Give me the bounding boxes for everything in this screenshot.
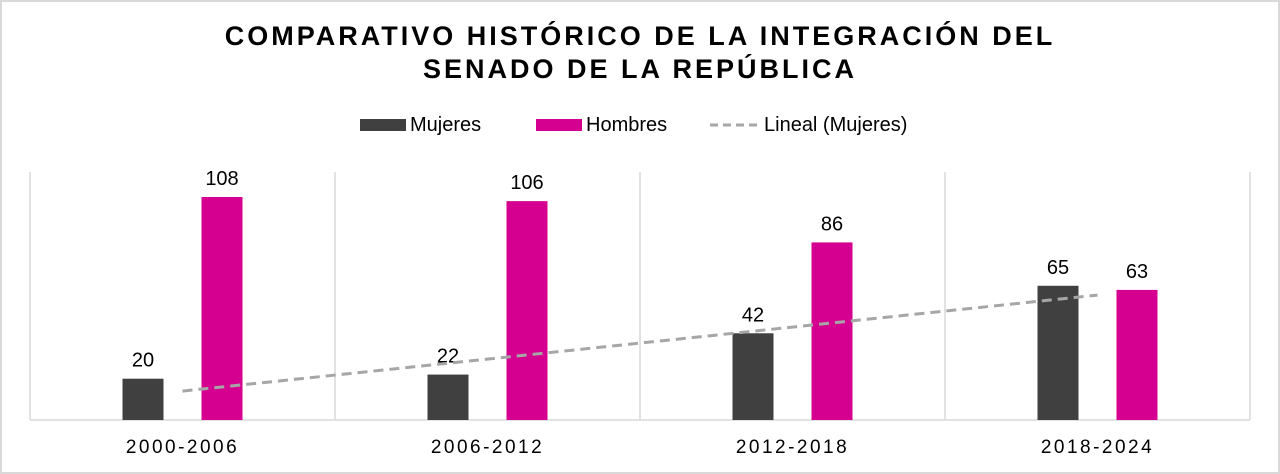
chart-title-line-2: SENADO DE LA REPÚBLICA [422, 54, 858, 84]
category-label: 2018-2024 [1041, 437, 1154, 458]
category-label: 2006-2012 [431, 437, 544, 458]
legend-label-mujeres: Mujeres [410, 113, 482, 136]
bar-mujeres [427, 374, 469, 420]
chart-title-line-1: COMPARATIVO HISTÓRICO DE LA INTEGRACIÓN … [224, 21, 1056, 51]
data-label-mujeres: 20 [132, 350, 154, 372]
bar-hombres [811, 242, 853, 420]
legend-label-hombres: Hombres [586, 113, 668, 136]
bar-mujeres [122, 378, 164, 420]
data-label-hombres: 63 [1126, 261, 1148, 283]
bar-mujeres [1037, 285, 1079, 420]
chart-title: COMPARATIVO HISTÓRICO DE LA INTEGRACIÓN … [0, 20, 1280, 86]
legend-label-trendline: Lineal (Mujeres) [764, 113, 908, 136]
bar-hombres [506, 201, 548, 420]
bar-hombres [1116, 289, 1158, 420]
category-label: 2000-2006 [126, 437, 239, 458]
category-label: 2012-2018 [736, 437, 849, 458]
legend-swatch-trendline [710, 123, 760, 127]
data-label-hombres: 106 [510, 172, 543, 194]
data-label-mujeres: 65 [1047, 257, 1069, 279]
legend-item-hombres: Hombres [536, 113, 667, 137]
legend-item-trendline: Lineal (Mujeres) [708, 113, 907, 137]
legend: Mujeres Hombres Lineal (Mujeres) [0, 113, 1280, 137]
data-label-hombres: 86 [821, 213, 843, 235]
data-label-mujeres: 42 [742, 304, 764, 326]
trendline-mujeres [182, 293, 1098, 393]
data-label-hombres: 108 [205, 168, 238, 190]
bar-mujeres [732, 333, 774, 420]
bar-hombres [201, 197, 243, 420]
legend-swatch-hombres [536, 119, 582, 131]
legend-item-mujeres: Mujeres [360, 113, 481, 137]
legend-swatch-mujeres [360, 119, 406, 131]
